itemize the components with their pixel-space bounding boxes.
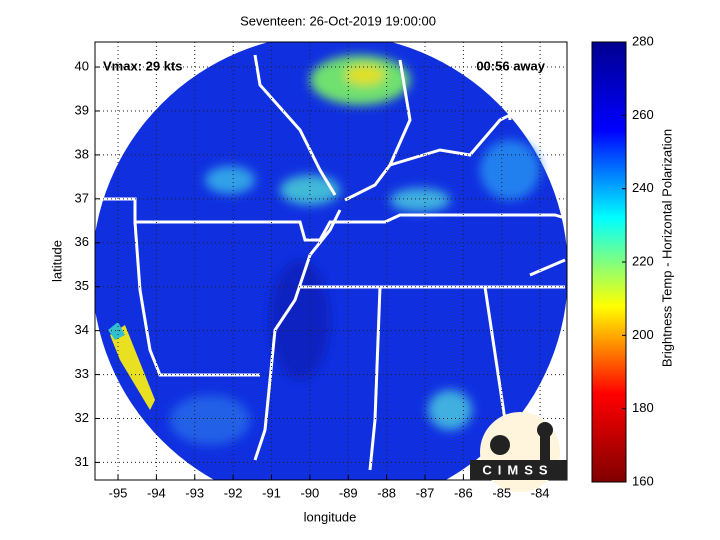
x-tick-label: -90	[300, 485, 319, 500]
y-tick-label: 32	[75, 410, 89, 425]
y-tick-label: 33	[75, 366, 89, 381]
x-tick-label: -93	[185, 485, 204, 500]
x-tick-label: -95	[109, 485, 128, 500]
colorbar-tick-label: 240	[632, 180, 654, 195]
x-tick-label: -85	[492, 485, 511, 500]
logo-text: CIMSS	[482, 462, 553, 477]
y-tick-label: 31	[75, 454, 89, 469]
x-tick-label: -86	[454, 485, 473, 500]
colorbar-tick-label: 180	[632, 400, 654, 415]
colorbar-label: Brightness Temp - Horizontal Polarizatio…	[659, 129, 674, 367]
y-tick-label: 34	[75, 322, 89, 337]
annotation: Vmax: 29 kts	[103, 58, 183, 73]
colorbar-tick-label: 260	[632, 107, 654, 122]
x-axis-label: longitude	[304, 509, 357, 524]
y-tick-label: 35	[75, 278, 89, 293]
colorbar-tick-label: 160	[632, 473, 654, 488]
logo: CIMSS	[470, 412, 567, 492]
colorbar-tick-label: 200	[632, 327, 654, 342]
y-tick-label: 36	[75, 234, 89, 249]
x-tick-label: -84	[531, 485, 550, 500]
chart-title: Seventeen: 26-Oct-2019 19:00:00	[240, 13, 436, 28]
x-tick-label: -89	[339, 485, 358, 500]
y-tick-label: 39	[75, 102, 89, 117]
colorbar-tick-label: 220	[632, 253, 654, 268]
y-tick-label: 37	[75, 190, 89, 205]
y-tick-label: 38	[75, 146, 89, 161]
y-tick-label: 40	[75, 58, 89, 73]
x-tick-label: -92	[224, 485, 243, 500]
annotation: 00:56 away	[476, 58, 545, 73]
x-tick-label: -91	[262, 485, 281, 500]
x-tick-label: -88	[377, 485, 396, 500]
plot-frame	[94, 41, 568, 481]
x-tick-label: -94	[147, 485, 166, 500]
colorbar	[591, 41, 627, 483]
y-axis-label: latitude	[49, 240, 64, 282]
x-tick-label: -87	[416, 485, 435, 500]
colorbar-tick-label: 280	[632, 33, 654, 48]
